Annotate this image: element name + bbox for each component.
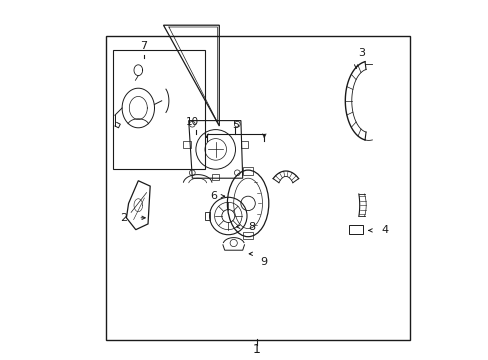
Text: 9: 9 (260, 257, 267, 267)
Bar (183, 141, 190, 148)
Bar (242, 167, 253, 175)
Bar (241, 141, 247, 148)
Text: 4: 4 (381, 225, 387, 235)
Text: 10: 10 (185, 117, 199, 127)
Text: 8: 8 (247, 222, 255, 232)
Text: 7: 7 (140, 41, 147, 51)
Text: 1: 1 (253, 343, 261, 356)
Bar (113, 50, 204, 169)
Bar (106, 36, 409, 340)
Text: 5: 5 (231, 120, 239, 130)
Bar (204, 212, 210, 220)
Text: 6: 6 (210, 191, 217, 201)
Bar (242, 232, 253, 239)
Text: 3: 3 (357, 48, 364, 58)
Text: 2: 2 (120, 213, 127, 223)
Bar (212, 174, 219, 180)
Bar (348, 225, 363, 234)
